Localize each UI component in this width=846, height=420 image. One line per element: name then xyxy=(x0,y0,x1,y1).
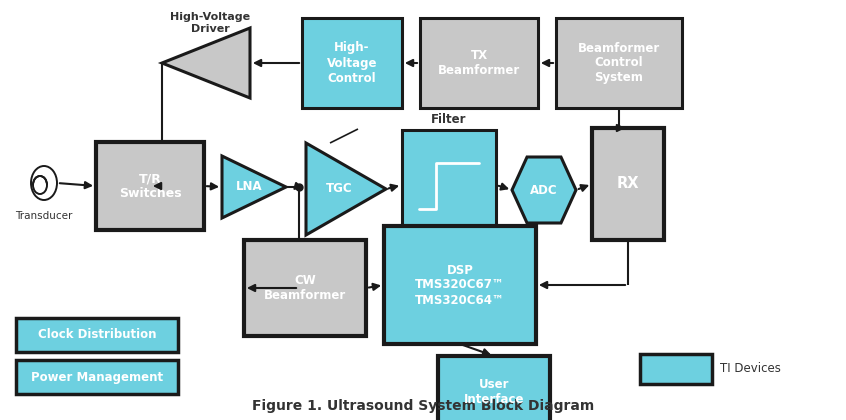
Text: User
Interface: User Interface xyxy=(464,378,525,406)
Polygon shape xyxy=(162,28,250,98)
Text: Beamformer
Control
System: Beamformer Control System xyxy=(578,42,660,84)
Text: TI Devices: TI Devices xyxy=(720,362,781,375)
FancyBboxPatch shape xyxy=(384,226,536,344)
Text: LNA: LNA xyxy=(235,181,262,194)
Ellipse shape xyxy=(33,176,47,194)
Polygon shape xyxy=(512,157,576,223)
Text: High-Voltage
Driver: High-Voltage Driver xyxy=(170,12,250,34)
Text: DSP
TMS320C67™
TMS320C64™: DSP TMS320C67™ TMS320C64™ xyxy=(415,263,505,307)
FancyBboxPatch shape xyxy=(16,360,178,394)
Text: Transducer: Transducer xyxy=(15,211,73,221)
Text: TGC: TGC xyxy=(327,183,353,195)
Text: Clock Distribution: Clock Distribution xyxy=(38,328,157,341)
FancyBboxPatch shape xyxy=(438,356,550,420)
Text: High-
Voltage
Control: High- Voltage Control xyxy=(327,42,377,84)
FancyBboxPatch shape xyxy=(640,354,712,384)
Polygon shape xyxy=(306,143,386,235)
Text: TX
Beamformer: TX Beamformer xyxy=(438,49,520,77)
FancyBboxPatch shape xyxy=(302,18,402,108)
Text: ADC: ADC xyxy=(530,184,558,197)
Text: Power Management: Power Management xyxy=(31,370,163,383)
FancyBboxPatch shape xyxy=(556,18,682,108)
Text: CW
Beamformer: CW Beamformer xyxy=(264,274,346,302)
FancyBboxPatch shape xyxy=(592,128,664,240)
FancyBboxPatch shape xyxy=(16,318,178,352)
FancyBboxPatch shape xyxy=(244,240,366,336)
FancyBboxPatch shape xyxy=(420,18,538,108)
Text: T/R
Switches: T/R Switches xyxy=(118,172,181,200)
Polygon shape xyxy=(222,156,286,218)
Text: RX: RX xyxy=(617,176,640,192)
Text: Figure 1. Ultrasound System Block Diagram: Figure 1. Ultrasound System Block Diagra… xyxy=(252,399,594,413)
Text: Filter: Filter xyxy=(431,113,467,126)
FancyBboxPatch shape xyxy=(96,142,204,230)
FancyBboxPatch shape xyxy=(402,130,496,240)
